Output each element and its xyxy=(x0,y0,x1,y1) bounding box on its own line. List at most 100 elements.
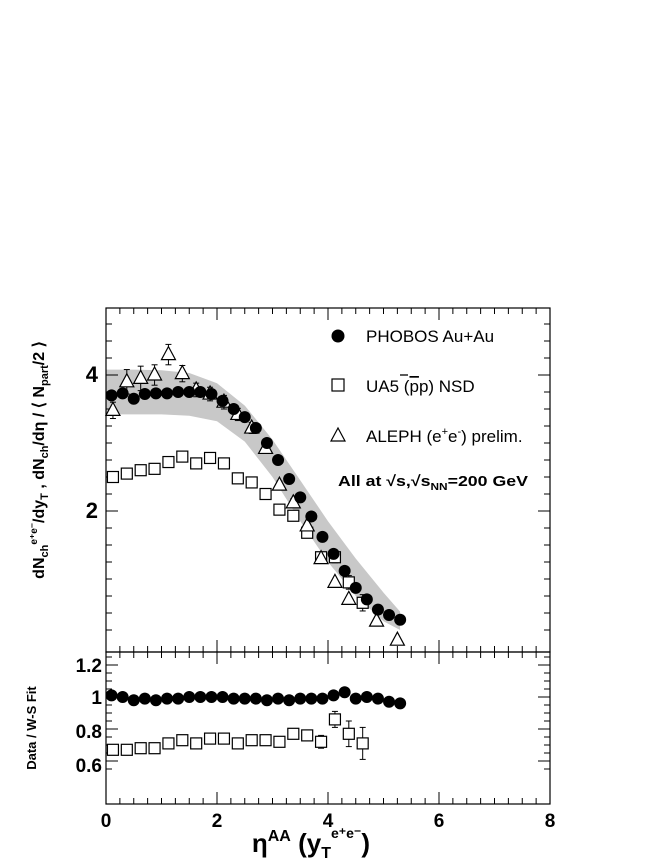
phobos-ratio-point xyxy=(138,692,151,705)
ratio-ytick-0.6: 0.6 xyxy=(76,756,102,777)
phobos-ratio-point xyxy=(371,692,384,705)
ua5-ratio-point xyxy=(342,727,355,740)
phobos-point xyxy=(183,386,196,398)
legend-label-phobos: PHOBOS Au+Au xyxy=(366,327,494,346)
phobos-ratio-point xyxy=(183,691,196,703)
aleph-point xyxy=(104,401,121,416)
ratio-ticks xyxy=(105,652,551,804)
main-data-points xyxy=(104,343,407,646)
aleph-point xyxy=(313,549,330,565)
aleph-point xyxy=(368,611,385,627)
ua5-point xyxy=(217,457,231,470)
phobos-point xyxy=(116,387,129,400)
aleph-point xyxy=(389,630,406,646)
ua5-ratio-point xyxy=(176,734,189,747)
ua5-ratio-point xyxy=(190,737,203,750)
ratio-ylabel: Data / W-S Fit xyxy=(24,686,39,770)
ua5-ratio-point xyxy=(301,729,314,742)
aleph-point xyxy=(174,364,191,380)
phobos-ratio-point xyxy=(272,692,285,705)
phobos-ratio-point xyxy=(327,689,340,702)
phobos-point xyxy=(316,530,329,543)
phobos-point xyxy=(349,581,362,594)
phobos-point xyxy=(127,392,140,405)
phobos-ratio-point xyxy=(360,691,373,703)
ua5-ratio-point xyxy=(259,734,272,747)
aleph-point xyxy=(132,369,149,384)
legend-marker-phobos xyxy=(331,329,345,343)
phobos-ratio-point xyxy=(205,691,218,703)
ua5-point xyxy=(106,470,120,484)
phobos-ratio-point xyxy=(194,691,207,703)
ua5-ratio-point xyxy=(162,737,175,750)
phobos-ratio-point xyxy=(227,692,240,705)
ua5-point xyxy=(134,464,147,477)
phobos-point xyxy=(149,387,162,400)
ua5-ratio-point xyxy=(356,737,369,750)
phobos-ratio-point xyxy=(349,692,362,705)
phobos-point xyxy=(394,613,407,626)
phobos-point xyxy=(216,394,229,407)
aleph-point xyxy=(340,590,357,606)
main-ylabel: dNche⁺e⁻/dyT , dNch/dη / ⟨ Npart/2 ⟩ xyxy=(29,341,51,579)
phobos-ratio-point xyxy=(149,694,162,707)
ua5-ratio-point xyxy=(134,742,147,755)
energy-annotation: All at √s ,√s NN =200 GeV xyxy=(338,473,528,493)
phobos-point xyxy=(360,593,373,606)
phobos-point xyxy=(138,388,151,401)
ua5-point xyxy=(273,503,286,516)
legend-label-ua5: UA5 (pp) NSD xyxy=(366,377,475,396)
ua5-ratio-point xyxy=(273,735,286,748)
ua5-point xyxy=(259,487,272,501)
phobos-ratio-point xyxy=(249,692,262,705)
aleph-point xyxy=(326,573,343,589)
energy-annotation-text: All at √s ,√s NN =200 GeV xyxy=(338,473,528,493)
legend-marker-ua5 xyxy=(331,378,345,392)
phobos-ratio-point xyxy=(394,697,407,710)
ua5-ratio-point xyxy=(287,727,300,740)
phobos-point xyxy=(105,389,118,402)
ua5-ratio-point xyxy=(328,713,342,726)
ratio-panel: 1.2 1 0.8 0.6 Data / W-S Fit 0 2 4 6 8 η… xyxy=(24,651,555,860)
phobos-ratio-point xyxy=(283,694,296,707)
ratio-ytick-1: 1 xyxy=(91,688,102,709)
phobos-ratio-point xyxy=(172,692,185,705)
phobos-ratio-point xyxy=(294,692,307,705)
phobos-point xyxy=(294,491,307,504)
phobos-ratio-point xyxy=(105,689,118,702)
ua5-point xyxy=(287,509,300,522)
phobos-point xyxy=(305,510,318,523)
phobos-ratio-point xyxy=(316,692,329,705)
xtick-4: 4 xyxy=(323,811,334,832)
ratio-ytick-1.2: 1.2 xyxy=(76,656,102,677)
ratio-ytick-0.8: 0.8 xyxy=(76,722,102,743)
ua5-ratio-point xyxy=(120,743,133,756)
phobos-ratio-point xyxy=(238,692,251,705)
aleph-point xyxy=(271,475,288,491)
phobos-point xyxy=(327,547,340,560)
aleph-point xyxy=(299,516,316,532)
ua5-point xyxy=(148,462,161,475)
ua5-point xyxy=(176,450,189,463)
xtick-6: 6 xyxy=(434,811,445,832)
phobos-point xyxy=(371,603,384,616)
phobos-ratio-point xyxy=(116,691,129,703)
ua5-ratio-point xyxy=(314,735,328,748)
ua5-point xyxy=(190,457,203,470)
ua5-ratio-point xyxy=(231,737,244,750)
ua5-point xyxy=(203,451,217,465)
phobos-point xyxy=(338,564,351,577)
xtick-2: 2 xyxy=(212,811,223,832)
main-ytick-4: 4 xyxy=(86,362,99,387)
xlabel: ηAA (yTe⁺e⁻) xyxy=(252,825,370,860)
phobos-point xyxy=(260,437,273,449)
phobos-point xyxy=(249,422,262,435)
phobos-point xyxy=(272,454,285,466)
ua5-point xyxy=(231,472,244,485)
phobos-ratio-point xyxy=(305,692,318,705)
ua5-point xyxy=(120,467,133,480)
legend-marker-aleph xyxy=(329,426,347,442)
phobos-point xyxy=(383,609,396,622)
ua5-ratio-point xyxy=(148,742,161,755)
aleph-point xyxy=(118,372,135,388)
